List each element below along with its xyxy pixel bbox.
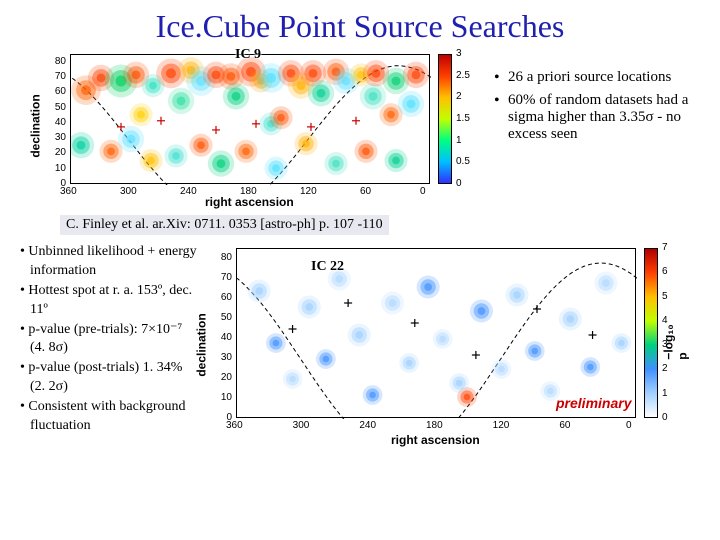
left-bullet-item: • p-value (pre-trials): 7×10⁻⁷ (4. 8σ) [20, 321, 200, 359]
xtick: 240 [180, 186, 197, 197]
xtick: 0 [420, 186, 426, 197]
ytick: 80 [216, 252, 232, 263]
xtick: 180 [240, 186, 257, 197]
citation: C. Finley et al. ar.Xiv: 0711. 0353 [ast… [60, 215, 389, 235]
right-bullets-list: 26 a priori source locations 60% of rando… [490, 69, 690, 143]
ic22-svg [237, 249, 637, 419]
skymap-ic9: declination IC 9 right ascension 0102030… [40, 49, 470, 209]
ytick: 60 [216, 292, 232, 303]
xtick: 120 [493, 420, 510, 431]
colorbar-tick: 0 [456, 178, 462, 189]
page-title: Ice.Cube Point Source Searches [0, 0, 720, 45]
left-bullet-item: • p-value (post-trials) 1. 34% (2. 2σ) [20, 359, 200, 397]
ytick: 20 [50, 147, 66, 158]
colorbar-tick: 4 [662, 315, 668, 326]
xtick: 360 [60, 186, 77, 197]
upper-row: declination IC 9 right ascension 0102030… [0, 49, 720, 209]
ic9-ylabel: declination [29, 94, 43, 157]
skymap-ic9-container: declination IC 9 right ascension 0102030… [40, 49, 470, 209]
ic22-ylabel: declination [195, 313, 209, 376]
right-bullet-item: 60% of random datasets had a sigma highe… [490, 92, 690, 143]
colorbar-tick: 2.5 [456, 70, 470, 81]
xtick: 240 [359, 420, 376, 431]
left-bullet-item: • Unbinned likelihood + energy informati… [20, 243, 200, 281]
ic22-plot-area [236, 248, 636, 418]
colorbar-tick: 2 [662, 363, 668, 374]
right-bullet-item: 26 a priori source locations [490, 69, 690, 86]
skymap-ic22: declination IC 22 preliminary right asce… [206, 243, 686, 453]
colorbar-tick: 0.5 [456, 156, 470, 167]
ytick: 20 [216, 372, 232, 383]
left-bullet-item: • Hottest spot at r. a. 153º, dec. 11º [20, 282, 200, 320]
ytick: 80 [50, 56, 66, 67]
ytick: 40 [216, 332, 232, 343]
xtick: 0 [626, 420, 632, 431]
ic9-xlabel: right ascension [205, 195, 294, 209]
ytick: 60 [50, 86, 66, 97]
ytick: 10 [216, 392, 232, 403]
ic9-colorbar [438, 54, 452, 184]
right-bullets: 26 a priori source locations 60% of rando… [490, 69, 690, 209]
left-bullet-item: • Consistent with background fluctuation [20, 398, 200, 436]
colorbar-tick: 7 [662, 242, 668, 253]
ytick: 70 [50, 71, 66, 82]
ytick: 50 [216, 312, 232, 323]
left-bullets: • Unbinned likelihood + energy informati… [20, 243, 200, 453]
ic9-plot-area [70, 54, 430, 184]
xtick: 180 [426, 420, 443, 431]
ic9-label: IC 9 [235, 47, 261, 63]
xtick: 60 [360, 186, 371, 197]
ytick: 10 [50, 163, 66, 174]
skymap-ic22-container: declination IC 22 preliminary right asce… [206, 243, 686, 453]
xtick: 360 [226, 420, 243, 431]
ytick: 30 [216, 352, 232, 363]
colorbar-tick: 2 [456, 91, 462, 102]
ytick: 50 [50, 102, 66, 113]
ic9-svg [71, 55, 431, 185]
preliminary-label: preliminary [556, 395, 631, 411]
ic22-xlabel: right ascension [391, 433, 480, 447]
ic22-colorbar [644, 248, 658, 418]
colorbar-tick: 5 [662, 291, 668, 302]
colorbar-tick: 6 [662, 266, 668, 277]
xtick: 60 [559, 420, 570, 431]
ytick: 70 [216, 272, 232, 283]
ic22-label: IC 22 [311, 259, 344, 275]
xtick: 120 [300, 186, 317, 197]
ytick: 30 [50, 132, 66, 143]
colorbar-tick: 1 [456, 135, 462, 146]
xtick: 300 [293, 420, 310, 431]
colorbar-tick: 0 [662, 412, 668, 423]
colorbar-tick: 1 [662, 388, 668, 399]
colorbar-tick: 1.5 [456, 113, 470, 124]
colorbar-tick: 3 [662, 339, 668, 350]
colorbar-tick: 3 [456, 48, 462, 59]
lower-row: • Unbinned likelihood + energy informati… [0, 243, 720, 453]
ytick: 40 [50, 117, 66, 128]
xtick: 300 [120, 186, 137, 197]
